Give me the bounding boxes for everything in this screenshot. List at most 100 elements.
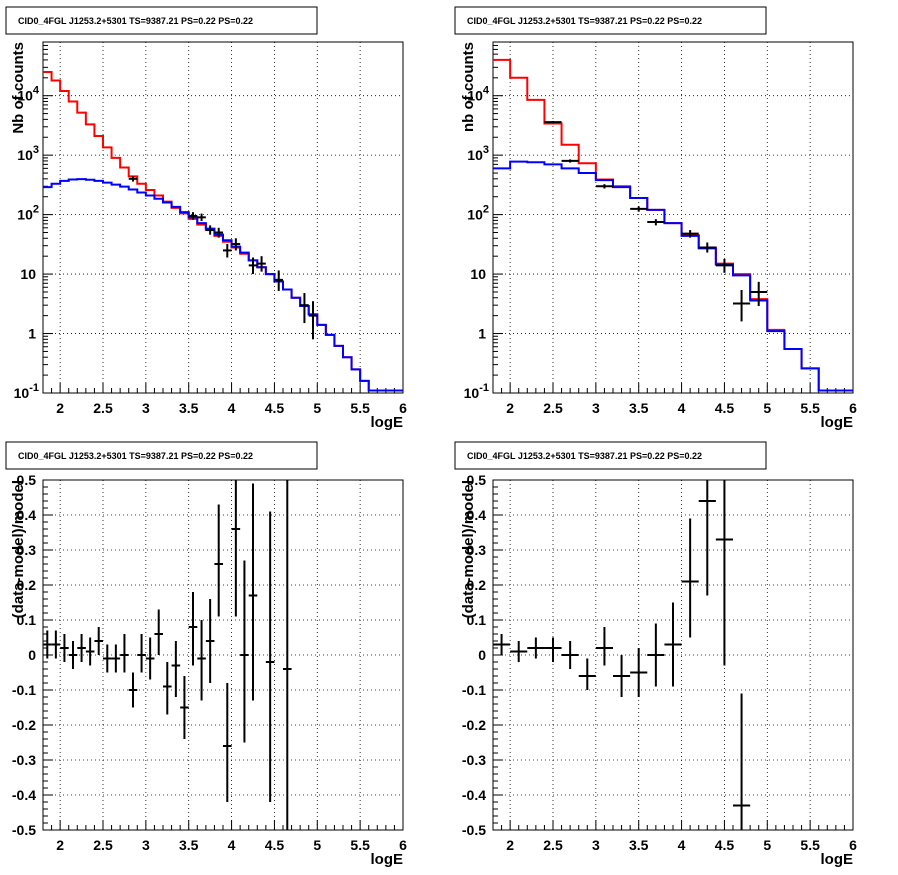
data-point (647, 623, 665, 687)
data-point (613, 655, 631, 697)
x-tick-label: 3.5 (179, 837, 199, 853)
y-tick-label: -0.3 (462, 752, 486, 768)
y-axis-title: (data-model)/model (460, 480, 477, 618)
y-tick-label: 104 (467, 85, 490, 104)
chart-panel-1: 2 2.5 3 3.5 4 4.5 5 5.5 6 10-1 1 10 102 103 104 logE Nb … (5, 6, 407, 431)
plot-frame (42, 41, 404, 394)
x-tick-label: 2 (56, 837, 64, 853)
data-point (283, 480, 292, 830)
y-tick-label: -0.4 (12, 787, 36, 803)
data-point (188, 212, 198, 220)
data-point (171, 641, 181, 697)
x-axis-title: logE (821, 414, 854, 431)
data-point (265, 511, 275, 802)
x-tick-label: 5.5 (800, 837, 820, 853)
y-tick-label: -0.5 (12, 822, 36, 838)
y-tick-label: 0 (28, 647, 36, 663)
data-point (698, 480, 716, 596)
data-point (630, 648, 648, 697)
data-point (111, 644, 121, 673)
data-layer (493, 480, 751, 830)
data-point (733, 289, 751, 322)
data-point (103, 644, 112, 673)
data-point (527, 637, 545, 659)
chart-title: CID0_4FGL J1253.2+5301 TS=9387.21 PS=0.2… (467, 451, 702, 461)
x-axis-title: logE (371, 851, 404, 868)
x-tick-label: 2.5 (543, 837, 563, 853)
x-tick-label: 5 (313, 400, 321, 416)
data-point (214, 504, 223, 617)
x-tick-label: 3.5 (179, 400, 199, 416)
histogram-series-1 (43, 71, 403, 392)
data-point (43, 630, 52, 659)
x-tick-label: 5 (313, 837, 321, 853)
x-tick-label: 6 (399, 837, 407, 853)
data-point (120, 634, 129, 673)
data-point (68, 641, 78, 669)
y-tick-label: -0.2 (12, 717, 36, 733)
plot-frame (492, 41, 854, 394)
y-tick-label: 102 (467, 204, 489, 223)
x-tick-label: 5.5 (350, 837, 370, 853)
x-axis-title: logE (371, 414, 404, 431)
y-tick-label: 10 (20, 266, 36, 282)
data-point (750, 281, 768, 307)
y-tick-label: 0.3 (17, 542, 37, 558)
data-point (578, 658, 596, 690)
data-point (681, 518, 699, 638)
data-point (145, 637, 155, 680)
x-tick-label: 4 (678, 837, 686, 853)
chart-panel-4: 2 2.5 3 3.5 4 4.5 5 5.5 6 -0.5 -0.4 -0.3 -0.2 -0.1 0 0.… (454, 441, 857, 868)
data-point (180, 676, 189, 739)
x-tick-label: 2.5 (543, 400, 563, 416)
x-tick-label: 5 (763, 400, 771, 416)
chart-title: CID0_4FGL J1253.2+5301 TS=9387.21 PS=0.2… (18, 451, 253, 461)
y-tick-label: 0.5 (17, 472, 37, 488)
data-point (510, 641, 528, 662)
data-point (308, 301, 318, 340)
y-axis-title: Nb of counts (10, 42, 27, 134)
y-tick-label: 0.4 (467, 507, 487, 523)
data-point (595, 627, 613, 666)
x-tick-label: 2.5 (93, 837, 113, 853)
y-axis-title: (data-model)/model (10, 480, 27, 618)
y-tick-label: -0.1 (462, 682, 486, 698)
x-tick-label: 4.5 (265, 837, 285, 853)
x-tick-label: 3 (142, 837, 150, 853)
chart-title: CID0_4FGL J1253.2+5301 TS=9387.21 PS=0.2… (18, 16, 253, 26)
data-point (647, 219, 665, 226)
data-point (544, 121, 562, 124)
x-tick-label: 4 (678, 400, 686, 416)
chart-panel-3: 2 2.5 3 3.5 4 4.5 5 5.5 6 -0.5 -0.4 -0.3 -0.2 -0.1 0 0.… (5, 441, 407, 868)
data-point (561, 159, 579, 163)
x-tick-label: 4.5 (715, 837, 735, 853)
y-tick-label: 0.3 (467, 542, 487, 558)
data-point (231, 480, 241, 617)
data-point (205, 599, 215, 683)
data-point (128, 672, 138, 708)
data-layer (43, 71, 403, 392)
data-point (137, 634, 146, 673)
data-point (60, 634, 69, 662)
x-tick-label: 6 (399, 400, 407, 416)
y-axis-title: nb of counts (460, 42, 477, 132)
x-axis-title: logE (821, 851, 854, 868)
chart-title: CID0_4FGL J1253.2+5301 TS=9387.21 PS=0.2… (467, 16, 702, 26)
data-point (561, 641, 579, 669)
y-tick-label: 1 (478, 326, 486, 342)
y-tick-label: 0.1 (467, 612, 487, 628)
data-point (733, 693, 751, 830)
y-tick-label: 10 (470, 266, 486, 282)
y-tick-label: 103 (17, 144, 39, 163)
data-point (154, 609, 163, 655)
data-point (664, 602, 682, 687)
y-tick-label: 1 (28, 326, 36, 342)
y-tick-label: 0.4 (17, 507, 37, 523)
data-point (715, 258, 733, 273)
x-tick-label: 6 (849, 837, 857, 853)
data-point (51, 630, 61, 659)
data-point (630, 206, 648, 212)
data-point (681, 230, 699, 238)
y-tick-label: -0.2 (462, 717, 486, 733)
title-box (5, 6, 318, 35)
